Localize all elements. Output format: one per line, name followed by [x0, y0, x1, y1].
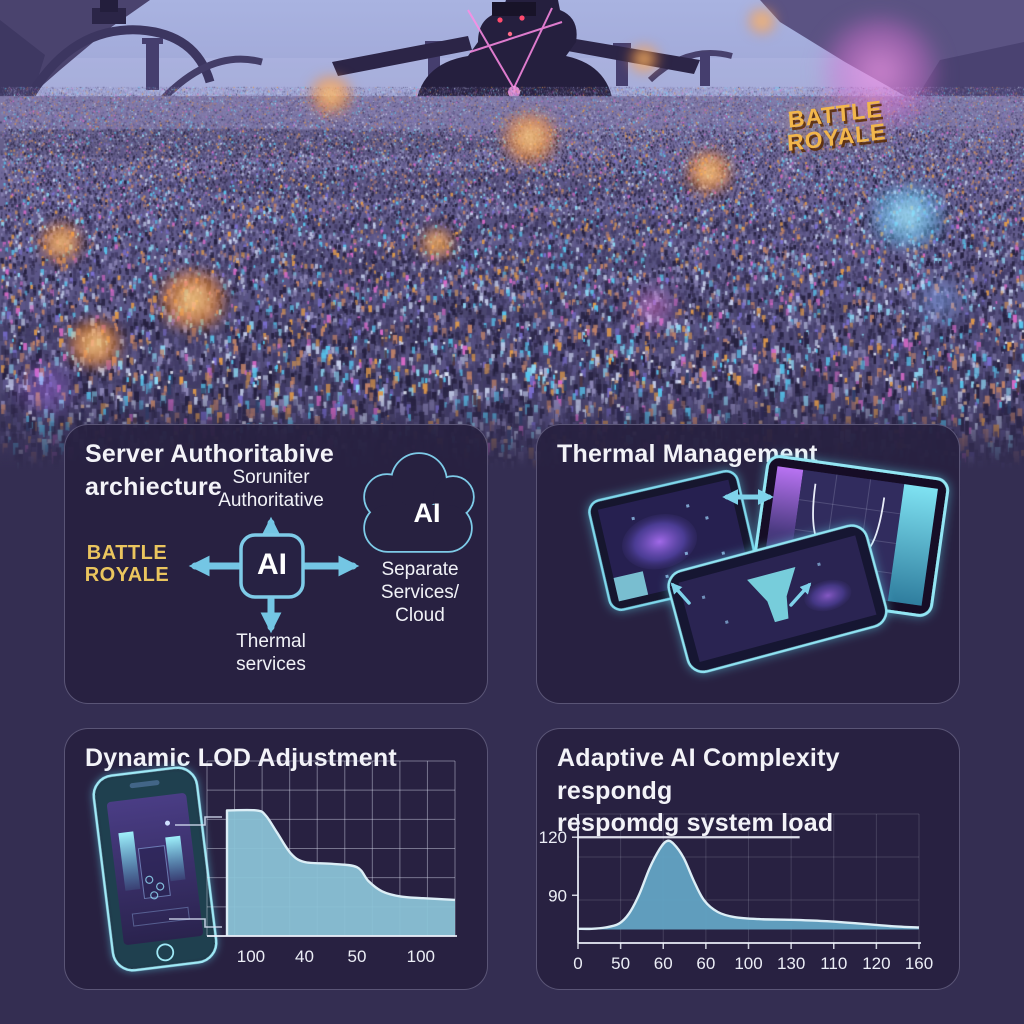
arrow-small-left [670, 582, 691, 605]
svg-text:0: 0 [573, 954, 582, 973]
svg-text:100: 100 [237, 947, 265, 966]
panel-title-line-1: Adaptive AI Complexity respondg [557, 744, 840, 805]
svg-text:130: 130 [777, 954, 805, 973]
node-thermal-services: Thermal services [236, 631, 306, 675]
ai-core-label: AI [257, 548, 287, 581]
battle-scene: BATTLE ROYALE [0, 0, 1024, 470]
panel-title: Adaptive AI Complexity respondg respomdg… [557, 742, 943, 840]
panel-adaptive-ai: Adaptive AI Complexity respondg respomdg… [536, 728, 960, 990]
svg-text:60: 60 [696, 954, 715, 973]
node-separate-services: Separate Services/ Cloud [380, 559, 460, 626]
svg-text:90: 90 [548, 886, 567, 905]
svg-text:60: 60 [654, 954, 673, 973]
panel-title: Dynamic LOD Adjustment [85, 744, 397, 772]
svg-text:100: 100 [734, 954, 762, 973]
architecture-diagram [188, 452, 475, 634]
svg-text:110: 110 [820, 954, 847, 973]
svg-text:40: 40 [295, 947, 314, 966]
panel-server-architecture: Server Authoritabive archiecture Soru [64, 424, 488, 704]
arrow-small-right [789, 582, 812, 607]
panel-dynamic-lod: Dynamic LOD Adjustment [64, 728, 488, 990]
panel-thermal-management: Thermal Management [536, 424, 960, 704]
svg-text:100: 100 [407, 947, 435, 966]
svg-text:50: 50 [611, 954, 630, 973]
lod-phone-illustration [92, 766, 222, 972]
thermal-devices-illustration [588, 455, 950, 674]
svg-text:160: 160 [905, 954, 933, 973]
svg-text:50: 50 [347, 947, 366, 966]
ai-core-box [239, 533, 305, 599]
node-battle-royale: BATTLE ROYALE [84, 542, 170, 586]
adaptive-ai-chart: 0 50 60 60 100 130 110 120 160 120 90 [539, 813, 933, 973]
svg-text:120: 120 [862, 954, 890, 973]
ai-cloud-label: AI [413, 498, 441, 528]
lod-chart: 100 40 50 100 [206, 760, 457, 966]
panel-title: Server Authoritabive archiecture [85, 440, 334, 501]
panel-title-line-2: respomdg system load [557, 809, 834, 837]
callout-lines [169, 816, 222, 928]
cloud-icon [363, 452, 475, 553]
svg-text:120: 120 [539, 828, 567, 847]
phone-bottom-illustration [667, 524, 888, 674]
node-server-authoritative: Soruniter Authoritative [218, 467, 324, 511]
